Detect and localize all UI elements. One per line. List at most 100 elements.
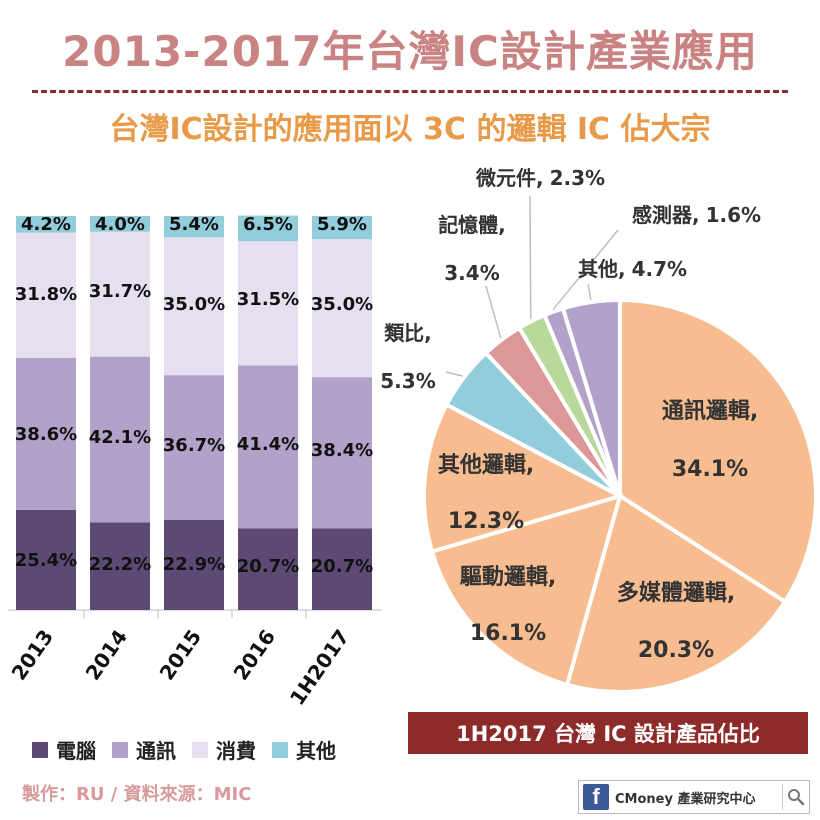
x-tick-label: 2016 (229, 625, 281, 684)
bar-segment (164, 519, 224, 610)
pie-leader-line (485, 285, 502, 339)
bar-segment (16, 509, 76, 610)
page-subtitle: 台灣IC設計的應用面以 3C 的邏輯 IC 佔大宗 (109, 112, 711, 147)
legend-item: 其他 (272, 735, 336, 764)
legend-swatch (112, 741, 128, 758)
page-title: 2013-2017年台灣IC設計產業應用 (62, 27, 758, 76)
bar-segment (164, 375, 224, 520)
x-tick-label: 2014 (81, 625, 133, 684)
bar-segment (312, 528, 372, 610)
bar-segment (238, 215, 298, 242)
bar-segment (238, 241, 298, 366)
bar-segment (312, 216, 372, 240)
facebook-icon[interactable]: f (583, 784, 609, 810)
pie-leader-line (529, 195, 532, 320)
x-tick-label: 2015 (155, 625, 207, 684)
pie-leader-line (587, 283, 592, 301)
pie-slice-label: 微元件, 2.3% (475, 166, 605, 190)
pie-slice-name: 其他, (578, 257, 626, 281)
pie-slice (422, 401, 626, 554)
credit-text: 製作：RU / 資料來源：MIC (22, 784, 252, 805)
bar-data-label: 4.2% (21, 214, 71, 235)
pie-slice-name: 多媒體邏輯, (617, 580, 735, 606)
bar-data-label: 5.9% (317, 214, 367, 235)
legend-label: 電腦 (56, 739, 96, 763)
bar-segment (90, 522, 150, 610)
bar-segment (90, 216, 150, 232)
legend-swatch (192, 741, 208, 758)
pie-slice-value: 1.6% (706, 203, 761, 227)
pie-slice-value: 12.3% (448, 509, 524, 534)
pie-slice-name: 類比, (384, 321, 432, 345)
legend-swatch (272, 741, 288, 758)
bar-data-label: 36.7% (163, 435, 225, 456)
legend-label: 通訊 (136, 739, 176, 763)
bar-data-label: 25.4% (15, 550, 77, 571)
bar-segment (312, 377, 372, 529)
stacked-bar-chart: 25.4% 38.6% 31.8% 4.2% 2013 22.2% 42.1% 31.7% 4.… (7, 214, 382, 710)
legend-label: 其他 (296, 739, 336, 763)
pie-slice-value: 3.4% (444, 261, 499, 285)
pie-slice-value: 2.3% (550, 166, 605, 190)
bar-segment (16, 216, 76, 233)
pie-slice (564, 492, 788, 694)
bar-data-label: 22.2% (89, 554, 151, 575)
bar-data-label: 35.0% (163, 294, 225, 315)
bar-data-label: 38.6% (15, 424, 77, 445)
pie-slice (429, 493, 623, 688)
bar-data-label: 22.9% (163, 554, 225, 575)
pie-slice-value: 4.7% (632, 257, 687, 281)
x-tick-label: 1H2017 (285, 625, 354, 709)
pie-slice-name: 驅動邏輯, (460, 564, 556, 590)
pie-slice-value: 16.1% (470, 621, 546, 646)
bar-segment (90, 356, 150, 523)
bar-chart-legend: 電腦 通訊 消費 其他 (32, 735, 336, 764)
pie-slice (560, 297, 622, 497)
search-icon[interactable] (782, 784, 809, 810)
pie-slice-name: 微元件, (475, 166, 544, 190)
bar-segment (312, 239, 372, 378)
brand-label: CMoney 產業研究中心 (615, 791, 756, 807)
bar-segment (238, 365, 298, 529)
pie-chart: 通訊邏輯, 34.1% 多媒體邏輯, 20.3% 驅動邏輯, 16.1% 其他邏輯, 12.3… (380, 166, 818, 694)
bar-data-label: 31.5% (237, 289, 299, 310)
pie-slice-name: 記憶體, (438, 213, 506, 237)
bar-data-label: 20.7% (311, 556, 373, 577)
pie-slice-value: 5.3% (380, 369, 435, 393)
pie-slice-name: 其他邏輯, (438, 452, 534, 478)
title-divider (32, 90, 788, 93)
bar-data-label: 4.0% (95, 214, 145, 235)
brand-badge[interactable]: f CMoney 產業研究中心 (578, 780, 810, 814)
bar-data-label: 20.7% (237, 556, 299, 577)
bar-data-label: 41.4% (237, 434, 299, 455)
pie-leader-line (552, 229, 619, 311)
bar-data-label: 35.0% (311, 294, 373, 315)
legend-item: 通訊 (112, 735, 176, 764)
bar-data-label: 38.4% (311, 440, 373, 461)
pie-slice-value: 20.3% (638, 638, 714, 663)
x-tick-label: 2013 (7, 625, 59, 684)
bar-segment (16, 232, 76, 358)
legend-item: 消費 (192, 735, 256, 764)
pie-slice-name: 感測器, (632, 203, 700, 227)
bar-segment (164, 237, 224, 376)
pie-caption: 1H2017 台灣 IC 設計產品佔比 (408, 712, 808, 754)
bar-segment (238, 528, 298, 610)
pie-slice-label: 感測器, 1.6% (632, 203, 761, 227)
bar-data-label: 31.8% (15, 284, 77, 305)
pie-leader-line (445, 371, 463, 377)
legend-label: 消費 (216, 739, 256, 763)
bar-segment (16, 357, 76, 510)
bar-data-label: 5.4% (169, 214, 219, 235)
bar-data-label: 6.5% (243, 214, 293, 235)
pie-slice-value: 34.1% (672, 457, 748, 482)
legend-swatch (32, 741, 48, 758)
pie-slice-name: 通訊邏輯, (662, 398, 758, 424)
legend-item: 電腦 (32, 735, 96, 764)
bar-data-label: 31.7% (89, 281, 151, 302)
bar-data-label: 42.1% (89, 427, 151, 448)
bar-segment (90, 231, 150, 357)
bar-segment (164, 216, 224, 238)
pie-slice-label: 其他, 4.7% (578, 257, 687, 281)
